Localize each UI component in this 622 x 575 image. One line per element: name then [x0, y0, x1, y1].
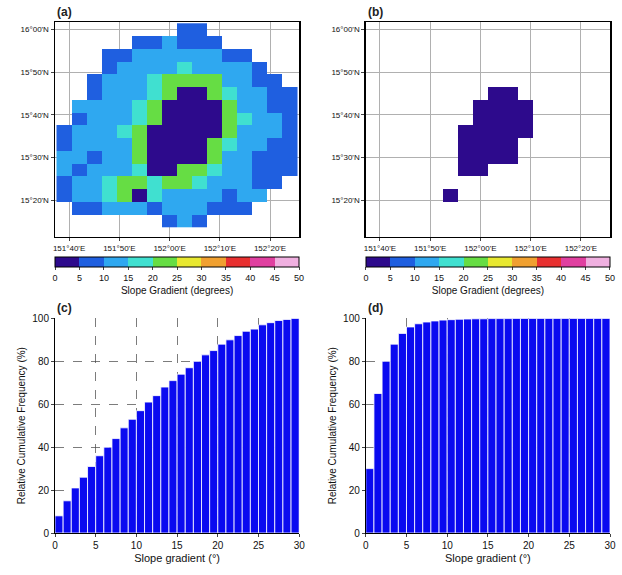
svg-text:151°50'E: 151°50'E [414, 244, 446, 253]
svg-text:20: 20 [458, 273, 468, 283]
svg-text:25: 25 [564, 540, 576, 551]
svg-text:16°00'N: 16°00'N [21, 25, 50, 34]
svg-text:5: 5 [388, 273, 393, 283]
svg-text:Slope Gradient (degrees): Slope Gradient (degrees) [121, 285, 233, 296]
svg-text:20: 20 [148, 273, 158, 283]
svg-text:15°20'N: 15°20'N [21, 196, 50, 205]
svg-text:152°20'E: 152°20'E [565, 244, 597, 253]
svg-text:(c): (c) [57, 301, 72, 315]
svg-text:15: 15 [172, 540, 184, 551]
svg-text:35: 35 [221, 273, 231, 283]
svg-text:20: 20 [523, 540, 535, 551]
svg-text:25: 25 [172, 273, 182, 283]
svg-text:152°10'E: 152°10'E [514, 244, 546, 253]
svg-text:(b): (b) [368, 5, 383, 19]
svg-text:80: 80 [349, 356, 361, 367]
svg-text:10: 10 [410, 273, 420, 283]
svg-text:80: 80 [38, 356, 50, 367]
svg-text:15: 15 [434, 273, 444, 283]
svg-text:40: 40 [38, 442, 50, 453]
svg-text:15°20'N: 15°20'N [331, 196, 360, 205]
svg-text:(a): (a) [57, 5, 72, 19]
svg-text:15: 15 [123, 273, 133, 283]
svg-text:16°00'N: 16°00'N [331, 25, 360, 34]
svg-text:100: 100 [343, 313, 360, 324]
svg-text:10: 10 [442, 540, 454, 551]
svg-text:20: 20 [212, 540, 224, 551]
svg-text:45: 45 [580, 273, 590, 283]
svg-text:25: 25 [483, 273, 493, 283]
svg-text:Slope Gradient (degrees): Slope Gradient (degrees) [432, 285, 544, 296]
svg-text:60: 60 [349, 399, 361, 410]
svg-text:50: 50 [294, 273, 304, 283]
svg-text:100: 100 [32, 313, 49, 324]
svg-text:35: 35 [532, 273, 542, 283]
svg-text:Relative Cumulative Frequency: Relative Cumulative Frequency (%) [16, 347, 27, 504]
svg-text:15°30'N: 15°30'N [331, 153, 360, 162]
svg-text:Slope gradient (°): Slope gradient (°) [445, 552, 531, 564]
svg-text:152°00'E: 152°00'E [464, 244, 496, 253]
svg-text:151°40'E: 151°40'E [364, 244, 396, 253]
svg-text:40: 40 [349, 442, 361, 453]
svg-text:30: 30 [604, 540, 616, 551]
svg-text:30: 30 [294, 540, 306, 551]
svg-text:0: 0 [363, 273, 368, 283]
svg-text:5: 5 [77, 273, 82, 283]
svg-text:151°50'E: 151°50'E [103, 244, 135, 253]
svg-text:152°00'E: 152°00'E [153, 244, 185, 253]
svg-text:15: 15 [482, 540, 494, 551]
svg-text:15°50'N: 15°50'N [21, 68, 50, 77]
svg-text:15°40'N: 15°40'N [21, 111, 50, 120]
svg-text:30: 30 [196, 273, 206, 283]
svg-text:15°50'N: 15°50'N [331, 68, 360, 77]
svg-text:Relative Cumulative Frequency: Relative Cumulative Frequency (%) [327, 347, 338, 504]
svg-text:45: 45 [270, 273, 280, 283]
svg-text:40: 40 [556, 273, 566, 283]
svg-text:40: 40 [245, 273, 255, 283]
svg-text:0: 0 [43, 528, 49, 539]
svg-text:0: 0 [52, 540, 58, 551]
svg-text:20: 20 [38, 485, 50, 496]
svg-text:0: 0 [363, 540, 369, 551]
svg-text:20: 20 [349, 485, 361, 496]
svg-text:30: 30 [507, 273, 517, 283]
svg-text:0: 0 [354, 528, 360, 539]
svg-text:(d): (d) [368, 301, 383, 315]
svg-text:5: 5 [404, 540, 410, 551]
svg-text:152°20'E: 152°20'E [254, 244, 286, 253]
svg-text:50: 50 [605, 273, 615, 283]
svg-text:5: 5 [93, 540, 99, 551]
svg-text:152°10'E: 152°10'E [204, 244, 236, 253]
svg-text:10: 10 [131, 540, 143, 551]
svg-text:15°40'N: 15°40'N [331, 111, 360, 120]
svg-text:25: 25 [253, 540, 265, 551]
svg-text:Slope gradient (°): Slope gradient (°) [134, 552, 220, 564]
svg-text:151°40'E: 151°40'E [53, 244, 85, 253]
svg-text:10: 10 [99, 273, 109, 283]
svg-text:60: 60 [38, 399, 50, 410]
svg-text:0: 0 [53, 273, 58, 283]
svg-text:15°30'N: 15°30'N [21, 153, 50, 162]
